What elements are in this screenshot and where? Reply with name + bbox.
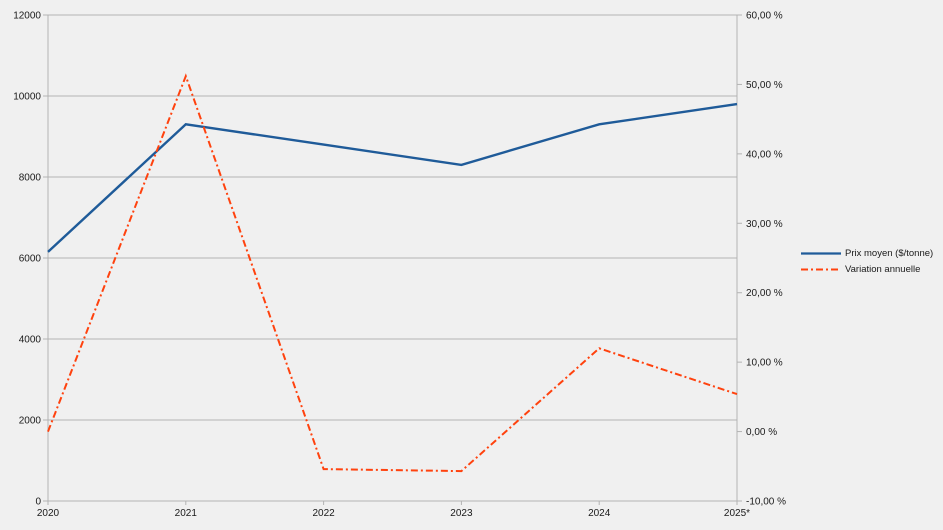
x-axis-tick-label: 2020	[37, 508, 60, 519]
y2-axis-tick-label: 40,00 %	[746, 149, 783, 160]
x-axis-tick-label: 2023	[450, 508, 473, 519]
y2-axis-tick-label: 60,00 %	[746, 11, 783, 22]
legend-entry-variation-annuelle: Variation annuelle	[800, 263, 933, 276]
chart-legend: Prix moyen ($/tonne) Variation annuelle	[800, 247, 933, 276]
y2-axis-tick-label: -10,00 %	[746, 497, 786, 508]
y-axis-tick-label: 8000	[19, 173, 42, 184]
x-axis-tick-label: 2024	[588, 508, 611, 519]
x-axis-tick-label: 2021	[175, 508, 198, 519]
y-axis-tick-label: 12000	[13, 11, 41, 22]
legend-label-variation-annuelle: Variation annuelle	[845, 264, 921, 275]
legend-line-swatch-dash-dot	[801, 268, 841, 271]
y-axis-tick-label: 2000	[19, 416, 42, 427]
series-line-prix-moyen-tonne	[47, 102, 738, 253]
y-axis-tick-label: 6000	[19, 254, 42, 265]
series-line-variation-annuelle	[47, 73, 738, 473]
legend-label-prix-moyen: Prix moyen ($/tonne)	[845, 248, 934, 259]
legend-entry-prix-moyen: Prix moyen ($/tonne)	[800, 247, 933, 260]
y2-axis-tick-label: 50,00 %	[746, 80, 783, 91]
x-axis-tick-label: 2022	[312, 508, 335, 519]
y-axis-tick-label: 0	[35, 497, 41, 508]
y2-axis-tick-label: 20,00 %	[746, 288, 783, 299]
x-axis-tick-label: 2025*	[724, 508, 750, 519]
y2-axis-tick-label: 0,00 %	[746, 427, 777, 438]
y2-axis-tick-label: 10,00 %	[746, 358, 783, 369]
y2-axis-tick-label: 30,00 %	[746, 219, 783, 230]
legend-line-swatch-solid	[801, 252, 841, 255]
y-axis-tick-label: 10000	[13, 92, 41, 103]
y-axis-tick-label: 4000	[19, 335, 42, 346]
